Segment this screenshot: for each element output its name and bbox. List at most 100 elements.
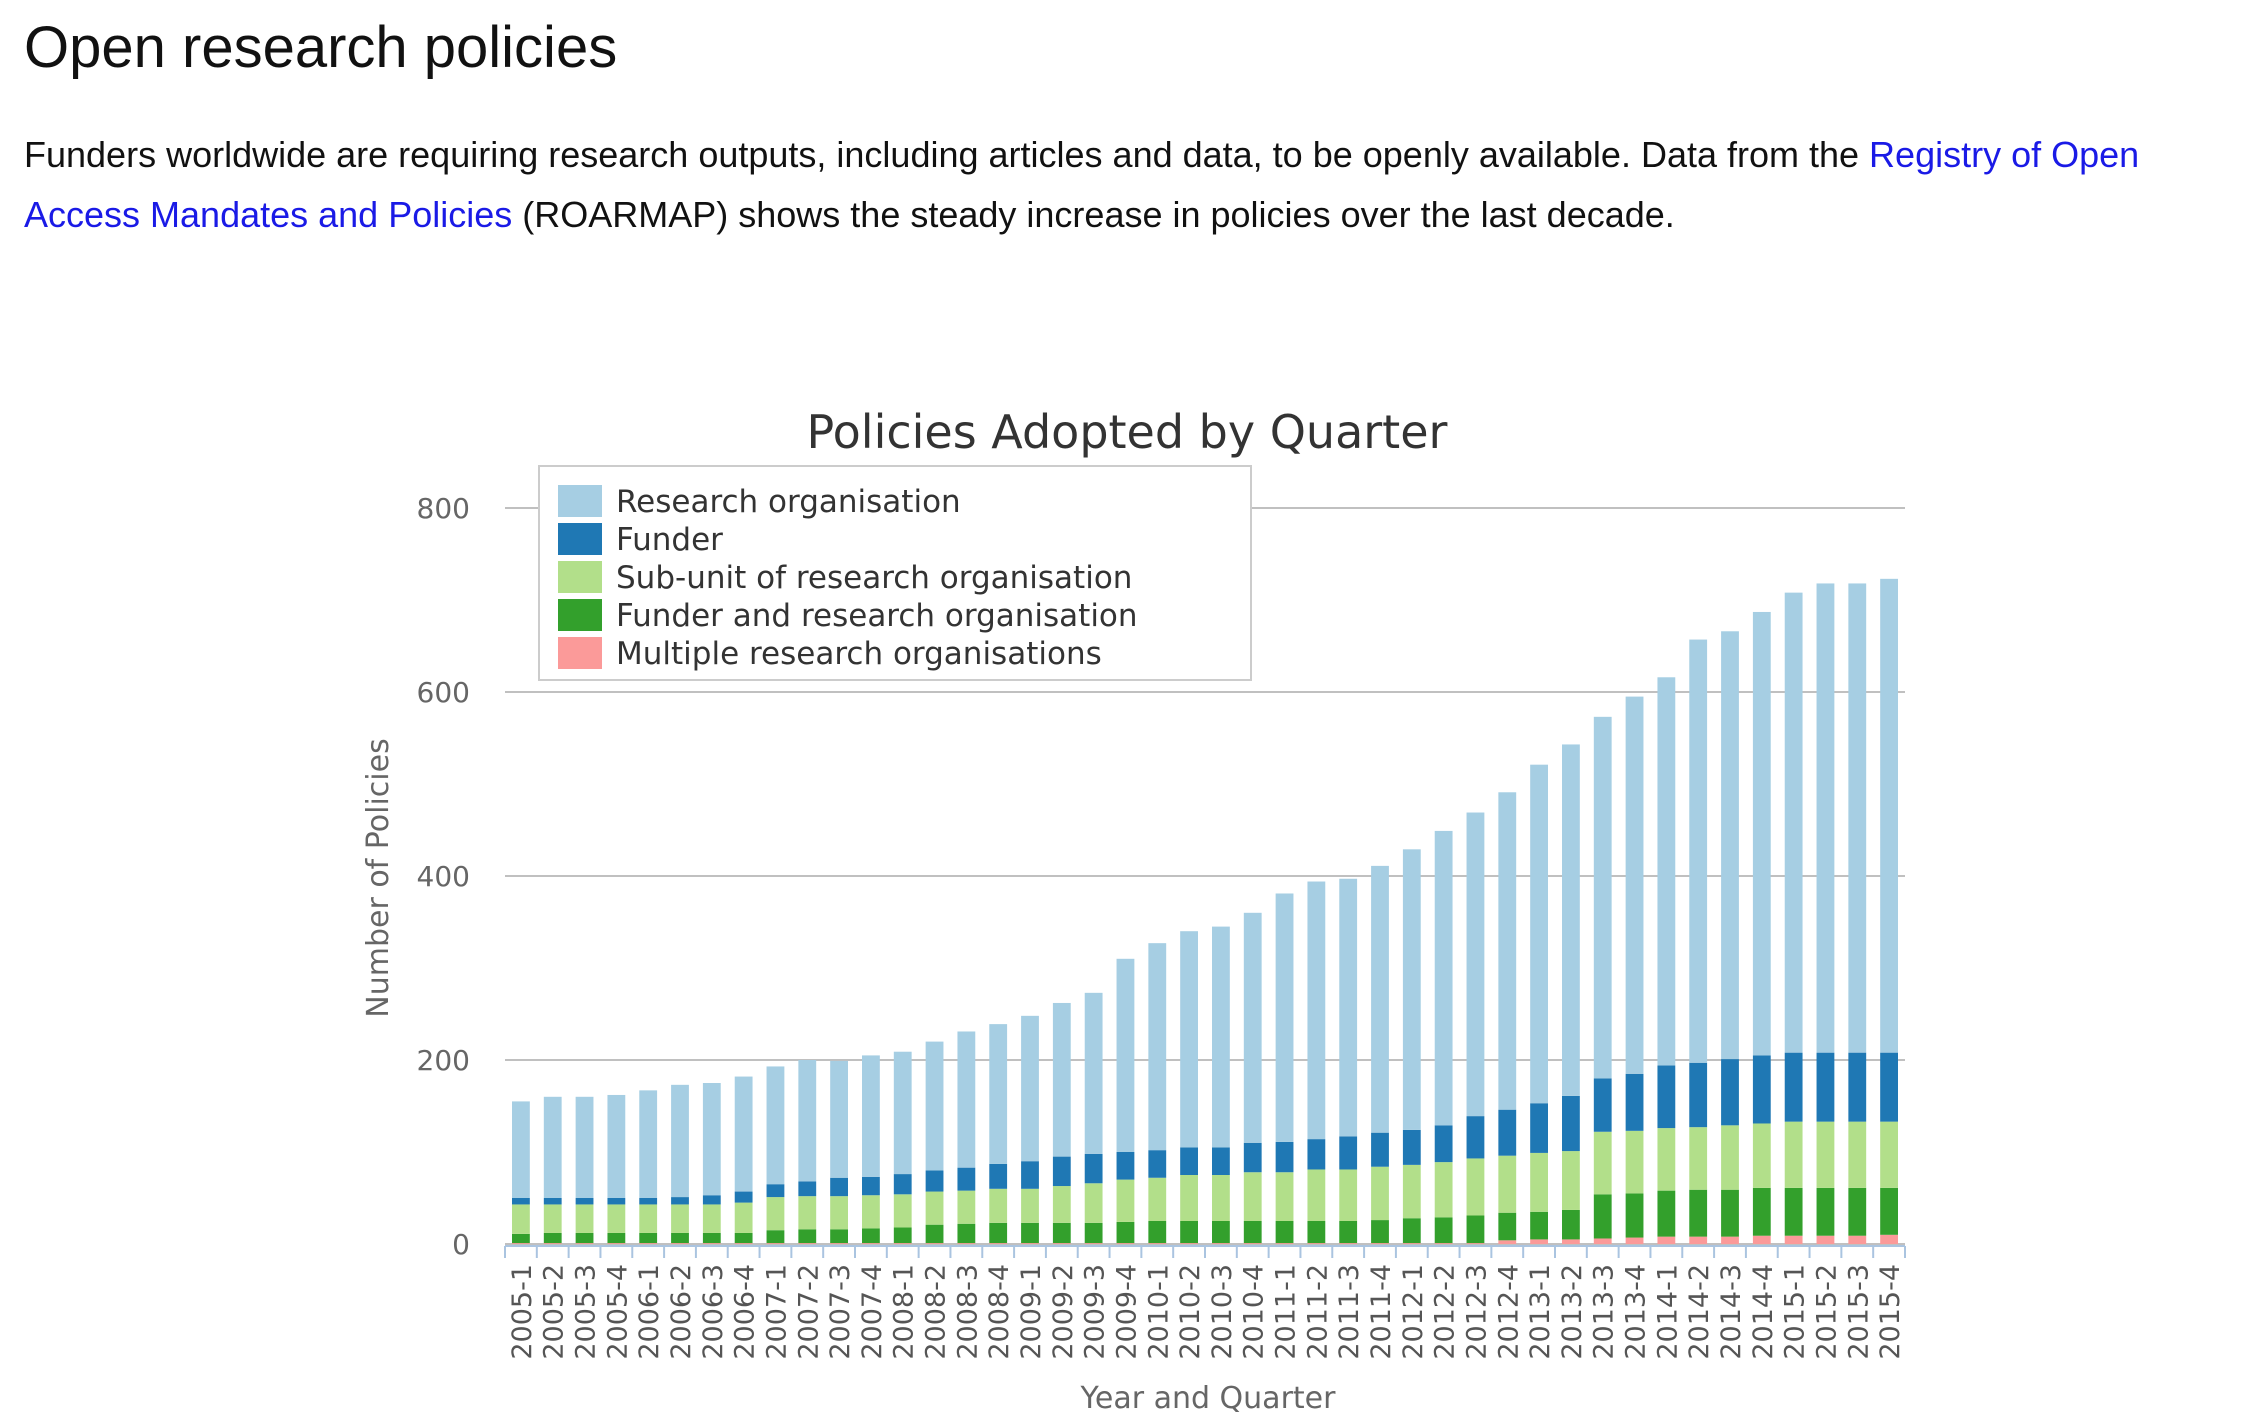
bar-segment <box>830 1196 848 1230</box>
bar-segment <box>1052 1243 1071 1244</box>
x-tick-label: 2011-3 <box>1334 1264 1365 1360</box>
bar-segment <box>1275 1141 1294 1173</box>
bar-segment <box>1784 1052 1803 1122</box>
x-tick-label: 2007-1 <box>761 1264 792 1360</box>
bar-segment <box>893 1174 912 1195</box>
bar-segment <box>575 1243 594 1244</box>
x-tick-label: 2014-1 <box>1652 1264 1683 1360</box>
bar-segment <box>1784 592 1803 1053</box>
legend-label: Sub-unit of research organisation <box>616 560 1132 596</box>
bar-segment <box>1816 1121 1835 1188</box>
bar-segment <box>512 1243 530 1244</box>
bar-segment <box>702 1243 721 1244</box>
bar-segment <box>543 1204 562 1233</box>
bar-segment <box>607 1232 626 1244</box>
bar-segment <box>1148 1177 1167 1221</box>
bar-segment <box>1052 1222 1071 1244</box>
bar-segment <box>702 1204 721 1233</box>
bar-segment <box>1689 1127 1708 1190</box>
bar-segment <box>702 1195 721 1205</box>
bar-segment <box>1339 878 1358 1137</box>
bar-segment <box>671 1204 689 1233</box>
bar-segment <box>734 1232 753 1244</box>
bar-segment <box>893 1243 912 1244</box>
bar-segment <box>1689 639 1708 1063</box>
bar-segment <box>1498 1109 1517 1156</box>
bar-segment <box>1562 1239 1580 1244</box>
bar-segment <box>1371 1132 1389 1167</box>
x-tick-label: 2010-2 <box>1175 1264 1206 1360</box>
x-tick-label: 2010-3 <box>1207 1264 1238 1360</box>
bar-segment <box>607 1243 626 1244</box>
bar-segment <box>1593 716 1612 1079</box>
legend-label: Funder <box>616 522 723 558</box>
bar-segment <box>1562 1209 1580 1240</box>
bar-segment <box>862 1055 880 1177</box>
bar-segment <box>1402 1243 1421 1244</box>
x-tick-label: 2014-4 <box>1748 1264 1779 1360</box>
bar-segment <box>1180 1175 1198 1221</box>
x-tick-label: 2015-4 <box>1875 1264 1906 1360</box>
x-tick-label: 2005-1 <box>507 1264 538 1360</box>
bar-segment <box>989 1188 1008 1223</box>
intro-text-after: (ROARMAP) shows the steady increase in p… <box>512 194 1675 235</box>
bar-segment <box>1625 1130 1644 1194</box>
x-tick-label: 2009-3 <box>1080 1264 1111 1360</box>
bar-segment <box>893 1227 912 1244</box>
x-tick-label: 2013-2 <box>1557 1264 1588 1360</box>
bar-segment <box>830 1243 848 1244</box>
bar-segment <box>1148 1243 1167 1244</box>
bar-segment <box>1116 1221 1135 1244</box>
bar-segment <box>1371 1166 1389 1221</box>
bar-segment <box>1021 1161 1039 1189</box>
bar-segment <box>1275 1243 1294 1244</box>
bar-segment <box>1721 1236 1739 1244</box>
bar-segment <box>575 1204 594 1233</box>
bar-segment <box>1689 1236 1708 1244</box>
bar-segment <box>671 1084 689 1198</box>
bar-segment <box>1593 1131 1612 1195</box>
bar-segment <box>1466 1215 1485 1244</box>
bar-segment <box>1275 1221 1294 1244</box>
bar-segment <box>1434 1162 1453 1218</box>
x-axis-label: Year and Quarter <box>1080 1381 1337 1416</box>
x-tick-label: 2006-4 <box>730 1264 761 1360</box>
bar-segment <box>1752 1235 1771 1244</box>
intro-text-before: Funders worldwide are requiring research… <box>24 134 1870 175</box>
bar-segment <box>1434 830 1453 1126</box>
bar-segment <box>1116 958 1135 1152</box>
y-tick-label: 400 <box>417 860 470 893</box>
bar-segment <box>1689 1189 1708 1237</box>
bar-segment <box>1657 1065 1676 1129</box>
x-tick-label: 2014-3 <box>1716 1264 1747 1360</box>
bar-segment <box>1339 1136 1358 1170</box>
bar-segment <box>830 1060 848 1178</box>
bar-segment <box>798 1196 817 1230</box>
bar-segment <box>798 1060 817 1182</box>
bar-segment <box>798 1181 817 1197</box>
bar-segment <box>1307 1221 1326 1244</box>
x-tick-label: 2007-2 <box>793 1264 824 1360</box>
bar-segment <box>1752 1187 1771 1236</box>
bar-segment <box>1880 1234 1898 1244</box>
bar-segment <box>1180 1221 1198 1244</box>
bar-segment <box>1275 893 1294 1142</box>
bar-segment <box>1084 1153 1103 1184</box>
bar-segment <box>1466 1158 1485 1216</box>
bar-segment <box>702 1232 721 1244</box>
bar-segment <box>1307 1243 1326 1244</box>
bar-segment <box>862 1195 880 1229</box>
roarmap-link[interactable]: Registry of Open Access Mandates and Pol… <box>24 134 2140 235</box>
bar-segment <box>1243 1243 1262 1244</box>
x-tick-label: 2013-4 <box>1621 1264 1652 1360</box>
bar-segment <box>893 1051 912 1175</box>
bar-segment <box>925 1170 944 1192</box>
bar-segment <box>1498 1155 1517 1213</box>
bar-segment <box>1625 1073 1644 1131</box>
bar-segment <box>1212 926 1230 1148</box>
bar-segment <box>1307 881 1326 1140</box>
bar-segment <box>1052 1156 1071 1187</box>
bar-segment <box>639 1198 658 1205</box>
bar-segment <box>1530 1211 1548 1240</box>
bar-segment <box>1625 1193 1644 1238</box>
